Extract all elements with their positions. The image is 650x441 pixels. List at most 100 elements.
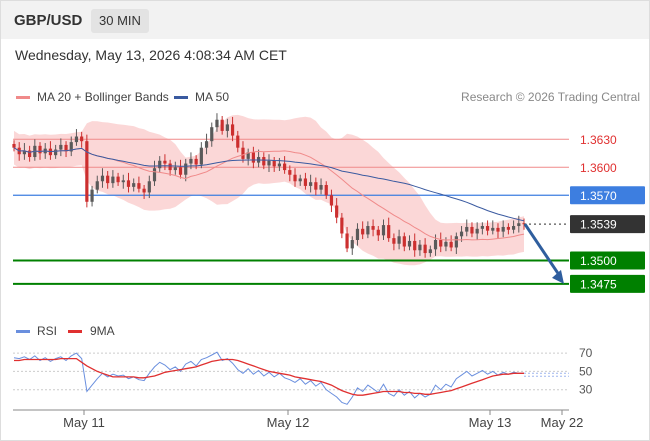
bollinger-band: [14, 114, 524, 266]
candle-3: [28, 150, 32, 158]
candle-41: [225, 124, 229, 131]
candle-34: [189, 158, 193, 164]
candle-8: [54, 149, 58, 156]
level-label-bg-1.3500: [570, 251, 645, 270]
candle-89: [475, 228, 479, 234]
candle-18: [106, 175, 110, 184]
level-label-1.3630: 1.3630: [580, 133, 617, 147]
candle-49: [267, 160, 271, 166]
ma50-legend: MA 50: [195, 90, 230, 104]
candle-11: [69, 142, 73, 152]
candle-53: [288, 170, 292, 175]
level-label-1.3570: 1.3570: [580, 189, 617, 203]
candle-31: [173, 167, 177, 171]
projection-arrow-line: [523, 223, 563, 279]
candle-97: [517, 223, 521, 227]
level-label-bg-1.3475: [570, 274, 645, 293]
candle-51: [277, 163, 282, 167]
x-tick-1: May 12: [267, 415, 310, 430]
rsi-line: [13, 351, 524, 405]
candle-44: [241, 147, 245, 159]
level-label-1.3500: 1.3500: [580, 254, 617, 268]
chart-header: GBP/USD 30 MIN: [1, 1, 649, 39]
candle-37: [204, 141, 209, 148]
candle-96: [511, 226, 516, 230]
candle-26: [147, 181, 151, 193]
rsi-tick-70: 70: [579, 346, 593, 360]
candle-48: [262, 157, 266, 166]
candle-77: [413, 240, 417, 251]
candle-73: [392, 238, 396, 244]
candle-80: [428, 249, 432, 254]
candle-56: [303, 178, 308, 186]
candle-45: [246, 152, 250, 159]
candle-86: [459, 231, 464, 237]
candle-69: [371, 226, 375, 230]
candle-36: [199, 147, 203, 165]
rsi-legend: RSI: [37, 324, 58, 338]
candle-52: [283, 163, 287, 171]
copyright: Research © 2026 Trading Central: [461, 90, 640, 104]
candle-70: [376, 229, 380, 236]
timeframe-badge[interactable]: 30 MIN: [91, 9, 149, 33]
level-label-bg-1.3539: [570, 215, 645, 234]
candle-71: [381, 225, 386, 236]
candle-61: [329, 195, 334, 206]
candle-95: [506, 226, 510, 230]
ma9-legend: 9MA: [90, 324, 115, 338]
candle-64: [345, 233, 349, 249]
candle-65: [350, 240, 354, 249]
candle-81: [433, 240, 438, 250]
candle-58: [314, 182, 318, 190]
level-label-1.3600: 1.3600: [580, 161, 617, 175]
candle-79: [423, 244, 427, 254]
candle-35: [194, 158, 198, 165]
candle-55: [298, 178, 302, 182]
candle-75: [402, 236, 406, 247]
timestamp: Wednesday, May 13, 2026 4:08:34 AM CET: [15, 47, 287, 63]
candle-24: [137, 183, 141, 189]
candle-27: [152, 168, 157, 182]
candle-74: [397, 236, 401, 244]
x-tick-3: May 22: [541, 415, 584, 430]
candle-57: [309, 182, 313, 186]
candle-54: [293, 174, 297, 182]
candle-39: [215, 119, 219, 128]
ma9-line: [14, 357, 524, 396]
candle-88: [470, 226, 474, 234]
candle-5: [38, 145, 42, 154]
candle-72: [387, 225, 391, 239]
candle-93: [496, 227, 500, 232]
candle-42: [230, 124, 235, 136]
candle-17: [100, 175, 105, 182]
candle-29: [163, 160, 167, 164]
candle-2: [22, 150, 27, 155]
pair-title: GBP/USD: [14, 12, 83, 29]
candle-9: [59, 144, 63, 150]
candle-25: [142, 188, 146, 193]
candle-59: [319, 184, 323, 190]
candle-13: [80, 136, 84, 142]
rsi-tick-50: 50: [579, 364, 593, 378]
candle-14: [85, 141, 89, 202]
candle-28: [158, 160, 162, 169]
candle-21: [121, 180, 125, 183]
candle-60: [324, 184, 328, 196]
candle-32: [178, 167, 183, 175]
candle-43: [236, 135, 240, 148]
candle-33: [184, 163, 188, 175]
candle-83: [444, 241, 448, 247]
level-label-bg-1.3570: [570, 186, 645, 205]
candle-30: [168, 163, 172, 171]
candle-12: [74, 136, 79, 143]
candle-67: [361, 228, 365, 235]
candle-90: [480, 226, 484, 229]
candle-23: [132, 183, 136, 187]
level-label-1.3539: 1.3539: [580, 218, 617, 232]
candle-82: [439, 240, 443, 247]
candle-84: [449, 241, 453, 248]
candle-16: [95, 181, 99, 190]
candle-92: [491, 227, 495, 231]
